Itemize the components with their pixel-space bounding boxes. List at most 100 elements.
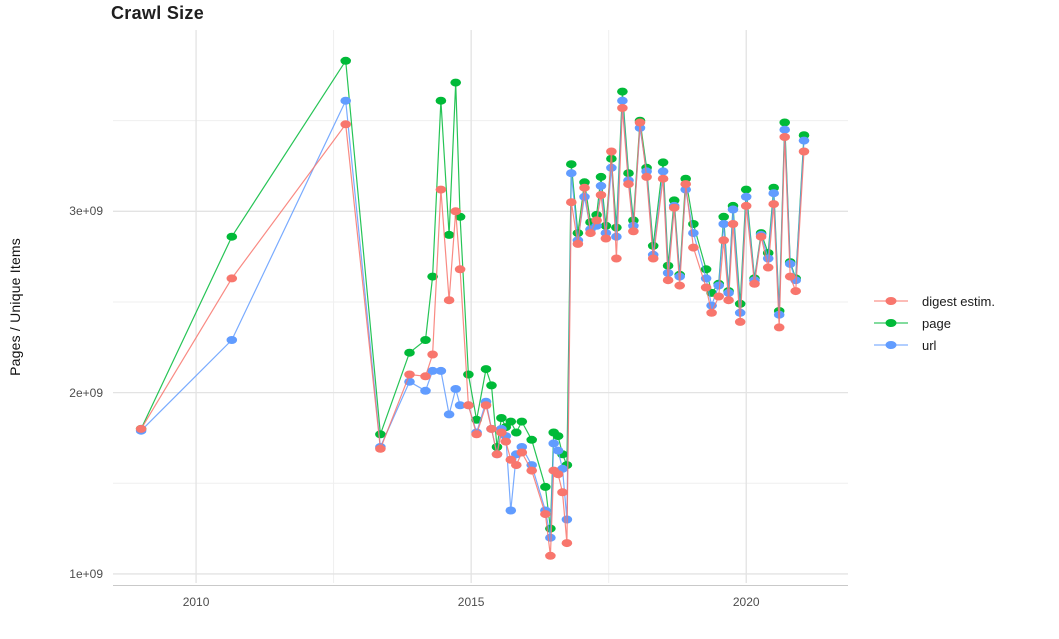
data-point	[647, 241, 659, 250]
data-point	[496, 428, 507, 437]
data-point	[496, 414, 507, 422]
data-point	[657, 158, 669, 167]
data-point	[404, 348, 415, 357]
data-point	[486, 381, 497, 390]
legend-label-url: url	[922, 337, 937, 353]
data-point	[404, 370, 415, 379]
data-point	[591, 210, 602, 219]
data-point	[340, 56, 352, 65]
y-tick-label-1e09: 1e+09	[69, 566, 103, 581]
legend-item-page: page	[874, 316, 995, 331]
data-point	[727, 205, 739, 214]
data-point	[623, 180, 634, 189]
data-point	[641, 172, 652, 181]
data-point	[727, 220, 739, 228]
data-point	[443, 410, 455, 419]
data-point	[700, 283, 712, 292]
data-point	[680, 180, 691, 189]
data-point	[647, 254, 659, 263]
data-point	[595, 191, 607, 199]
data-point	[688, 243, 699, 252]
data-point	[516, 417, 528, 426]
data-point	[713, 292, 724, 301]
data-point	[375, 444, 386, 453]
x-tick-label-2015: 2015	[457, 595, 485, 609]
data-point	[718, 212, 729, 221]
data-point	[768, 200, 779, 209]
data-point	[790, 287, 801, 296]
data-point	[491, 450, 503, 459]
data-point	[454, 401, 466, 410]
data-point	[740, 185, 752, 194]
data-point	[540, 482, 551, 491]
data-point	[768, 189, 779, 198]
data-point	[486, 424, 497, 433]
data-point	[443, 296, 455, 305]
data-point	[606, 163, 617, 172]
data-point	[579, 192, 590, 201]
data-point	[526, 461, 537, 470]
data-point	[340, 96, 352, 105]
data-point	[511, 428, 522, 437]
data-point	[226, 274, 238, 283]
data-point	[662, 276, 674, 285]
data-point	[572, 229, 584, 238]
data-point	[768, 183, 779, 192]
y-tick-label-3e09: 3e+09	[69, 204, 103, 219]
data-point	[135, 424, 147, 433]
data-point	[561, 539, 573, 548]
data-point	[471, 430, 482, 439]
data-point	[420, 372, 431, 381]
data-point	[734, 317, 746, 326]
data-point	[435, 366, 447, 375]
series-line-page	[140, 60, 805, 530]
data-point	[579, 183, 590, 192]
data-point	[779, 133, 790, 141]
data-point	[552, 470, 564, 479]
data-point	[566, 160, 577, 169]
data-point	[718, 236, 729, 245]
data-point	[427, 272, 438, 281]
data-point	[435, 185, 447, 194]
data-point	[226, 336, 238, 344]
data-point	[688, 229, 699, 238]
data-point	[548, 439, 559, 448]
x-tick-label-2020: 2020	[732, 595, 760, 609]
data-point	[545, 551, 556, 560]
data-point	[611, 254, 622, 263]
data-point	[526, 435, 537, 444]
data-point	[784, 272, 796, 281]
data-point	[718, 220, 729, 228]
data-point	[617, 96, 628, 105]
data-point	[516, 448, 528, 457]
data-point	[611, 232, 622, 241]
legend-item-digest-estim: digest estim.	[874, 293, 995, 309]
y-axis-title: Pages / Unique Items	[7, 237, 23, 376]
data-point	[591, 216, 602, 225]
data-point	[595, 181, 607, 190]
legend-key-page-icon	[874, 319, 908, 327]
data-point	[617, 104, 628, 112]
series-line-digest-estim-	[140, 107, 805, 557]
data-point	[540, 510, 551, 519]
data-point	[740, 201, 752, 210]
y-axis-title-box: Pages / Unique Items	[0, 30, 30, 583]
data-point	[454, 265, 466, 274]
legend-item-url: url	[874, 337, 995, 353]
data-point	[755, 232, 767, 241]
legend-key-url-icon	[874, 341, 908, 349]
legend: digest estim. page url	[874, 293, 995, 353]
data-point	[740, 192, 752, 201]
data-point	[566, 169, 577, 178]
legend-label-digest-estim: digest estim.	[922, 293, 995, 309]
data-point	[463, 401, 474, 410]
data-point	[450, 78, 462, 87]
data-point	[463, 370, 474, 379]
data-point	[552, 432, 564, 441]
data-point	[706, 308, 717, 317]
chart-title: Crawl Size	[111, 3, 205, 23]
data-point	[552, 446, 564, 455]
data-point	[779, 125, 790, 134]
data-point	[723, 296, 734, 305]
